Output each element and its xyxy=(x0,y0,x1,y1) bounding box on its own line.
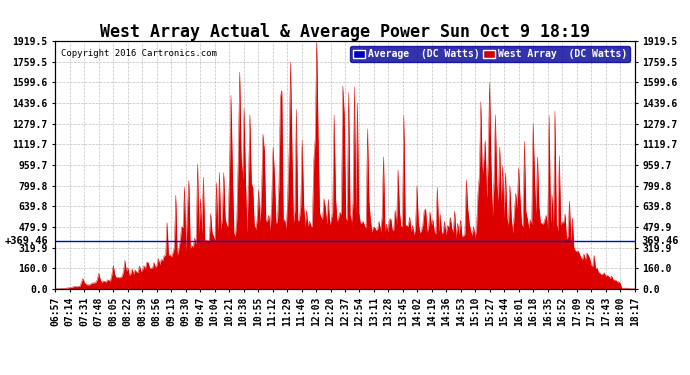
Legend: Average  (DC Watts), West Array  (DC Watts): Average (DC Watts), West Array (DC Watts… xyxy=(351,46,630,62)
Text: Copyright 2016 Cartronics.com: Copyright 2016 Cartronics.com xyxy=(61,49,217,58)
Text: +369.46: +369.46 xyxy=(5,236,48,246)
Title: West Array Actual & Average Power Sun Oct 9 18:19: West Array Actual & Average Power Sun Oc… xyxy=(100,23,590,41)
Text: 369.46: 369.46 xyxy=(642,236,679,246)
